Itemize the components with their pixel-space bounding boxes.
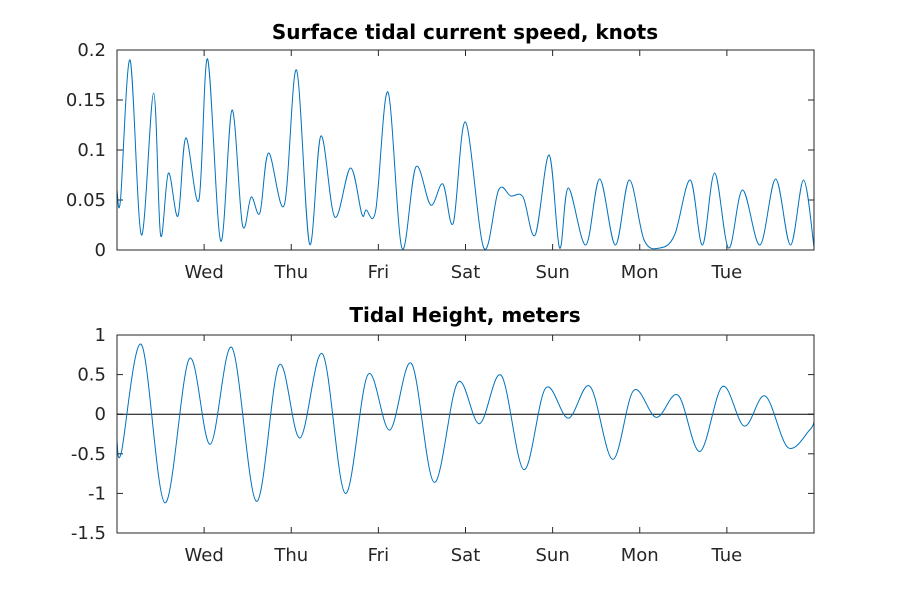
bottom-y-ticks: -1.5 -1 -0.5 0 0.5 1 [71, 325, 814, 544]
bottom-y-tick-label: -1.5 [71, 523, 106, 544]
bottom-x-tick-label: Mon [621, 545, 659, 566]
bottom-y-tick-label: -1 [88, 483, 106, 504]
top-x-tick-label: Sat [451, 262, 481, 283]
top-series-line [117, 58, 814, 250]
top-y-tick-label: 0.1 [77, 140, 106, 161]
bottom-x-ticks: Wed Thu Fri Sat Sun Mon Tue [185, 335, 743, 566]
top-x-tick-label: Tue [711, 262, 743, 283]
bottom-x-tick-label: Wed [185, 545, 224, 566]
bottom-y-tick-label: -0.5 [71, 444, 106, 465]
top-chart: Surface tidal current speed, knots 0 0.05… [66, 20, 815, 283]
top-y-tick-label: 0.05 [66, 190, 106, 211]
bottom-y-tick-label: 0 [95, 404, 106, 425]
bottom-series-line [117, 343, 814, 504]
bottom-x-tick-label: Sun [536, 545, 570, 566]
bottom-x-tick-label: Sat [451, 545, 481, 566]
top-x-tick-label: Thu [273, 262, 308, 283]
bottom-x-tick-label: Fri [368, 545, 389, 566]
top-y-tick-label: 0 [95, 240, 106, 261]
bottom-x-tick-label: Thu [273, 545, 308, 566]
bottom-y-tick-label: 1 [95, 325, 106, 346]
bottom-x-tick-label: Tue [711, 545, 743, 566]
top-x-ticks: Wed Thu Fri Sat Sun Mon Tue [185, 50, 743, 283]
top-x-tick-label: Sun [536, 262, 570, 283]
bottom-y-tick-label: 0.5 [77, 365, 106, 386]
top-x-tick-label: Mon [621, 262, 659, 283]
bottom-axes-frame [116, 334, 815, 534]
bottom-chart-title: Tidal Height, meters [349, 303, 580, 327]
top-x-tick-label: Fri [368, 262, 389, 283]
top-x-tick-label: Wed [185, 262, 224, 283]
top-chart-title: Surface tidal current speed, knots [272, 20, 658, 44]
top-y-ticks: 0 0.05 0.1 0.15 0.2 [66, 40, 814, 261]
top-axes-frame [116, 49, 815, 251]
top-y-tick-label: 0.2 [77, 40, 106, 61]
top-y-tick-label: 0.15 [66, 90, 106, 111]
bottom-chart: Tidal Height, meters -1.5 -1 -0.5 0 0.5 1 Wed… [71, 303, 815, 566]
